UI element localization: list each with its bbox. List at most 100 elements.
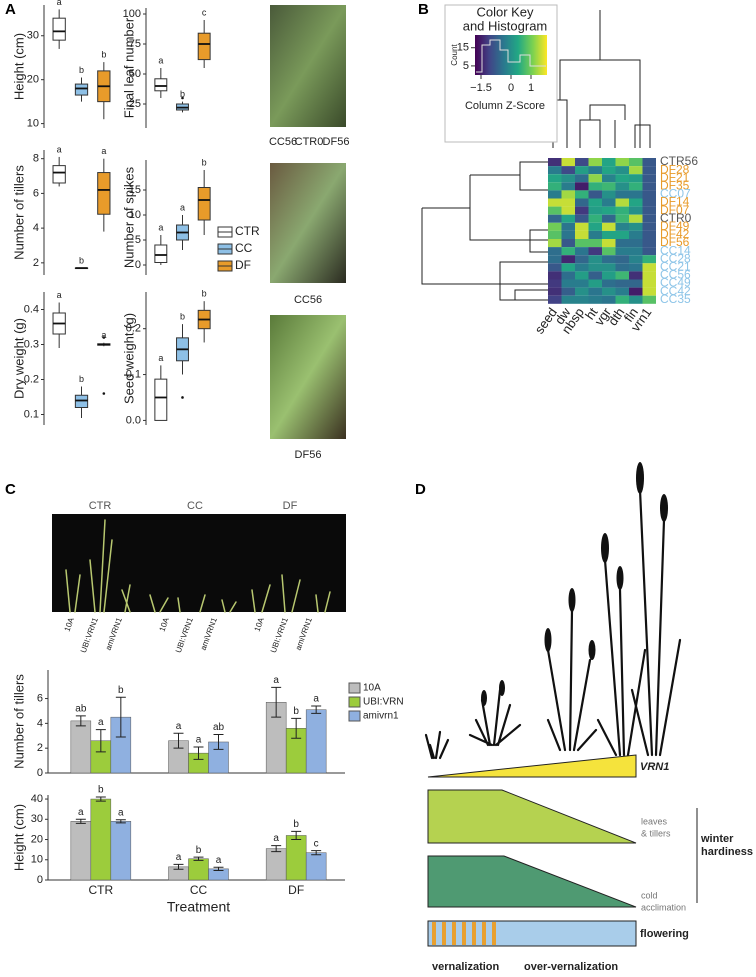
heatmap-cell bbox=[642, 255, 656, 264]
heatmap-cell bbox=[575, 279, 589, 288]
heatmap-cell bbox=[615, 214, 629, 223]
photo-caption: CC56 bbox=[294, 294, 322, 306]
diagram-label: VRN1 bbox=[640, 761, 669, 773]
heatmap-cell bbox=[575, 230, 589, 239]
heatmap-cell bbox=[615, 295, 629, 304]
heatmap-cell bbox=[588, 263, 602, 272]
panel-label: A bbox=[5, 1, 16, 18]
heatmap-cell bbox=[575, 206, 589, 215]
row-label: CC07 bbox=[660, 187, 691, 201]
x-tick-label: CC bbox=[190, 883, 208, 897]
heatmap-cell bbox=[575, 158, 589, 167]
significance-letter: c bbox=[202, 7, 207, 17]
y-tick-label: 2 bbox=[37, 742, 43, 754]
heatmap-cell bbox=[602, 287, 616, 296]
cold-shape bbox=[427, 855, 637, 908]
significance-letter: a bbox=[158, 222, 163, 232]
row-label: DF07 bbox=[660, 203, 690, 217]
heatmap-cell bbox=[588, 295, 602, 304]
outlier bbox=[181, 96, 184, 100]
error-bar bbox=[95, 796, 106, 802]
panel-label: D bbox=[415, 481, 426, 498]
error-bar bbox=[271, 845, 282, 853]
heatmap-cell bbox=[561, 198, 575, 207]
heatmap-cell bbox=[642, 263, 656, 272]
y-tick-label: 15 bbox=[129, 184, 141, 196]
row-label: CTR56 bbox=[660, 154, 698, 168]
heatmap-cell bbox=[561, 166, 575, 175]
heatmap-cell bbox=[615, 279, 629, 288]
photo-caption: DF56 bbox=[295, 449, 322, 461]
heatmap-cell bbox=[561, 295, 575, 304]
heatmap-cell bbox=[602, 230, 616, 239]
heatmap-cell bbox=[615, 271, 629, 280]
heatmap-cell bbox=[588, 247, 602, 256]
heatmap-cell bbox=[561, 247, 575, 256]
error-bar bbox=[271, 686, 282, 718]
heatmap-cell bbox=[629, 247, 643, 256]
significance-letter: a bbox=[176, 852, 182, 863]
heatmap-cell bbox=[642, 222, 656, 231]
bar bbox=[188, 858, 209, 881]
significance-letter: b bbox=[293, 819, 299, 830]
heatmap-cell bbox=[615, 247, 629, 256]
y-tick-label: 0.4 bbox=[24, 303, 39, 315]
heatmap-cell bbox=[642, 182, 656, 191]
significance-letter: a bbox=[57, 290, 62, 300]
flowering-bar bbox=[427, 920, 637, 947]
row-label: DF28 bbox=[660, 162, 690, 176]
error-bar bbox=[193, 856, 204, 861]
heatmap-cell bbox=[629, 239, 643, 248]
heatmap-cell bbox=[602, 255, 616, 264]
heatmap-cell bbox=[575, 263, 589, 272]
key-tick-label: 1 bbox=[528, 82, 534, 94]
y-axis-title: Number of spikes bbox=[121, 166, 136, 268]
heatmap-cell bbox=[548, 255, 562, 264]
y-tick-label: 0.2 bbox=[24, 373, 39, 385]
box bbox=[154, 78, 168, 92]
heatmap-cell bbox=[602, 182, 616, 191]
photo-plants bbox=[65, 519, 331, 613]
leaves-shape bbox=[427, 789, 637, 844]
legend-swatch bbox=[348, 710, 361, 722]
y-tick-label: 4 bbox=[33, 222, 39, 234]
heatmap-cell bbox=[548, 206, 562, 215]
heatmap-cell bbox=[561, 230, 575, 239]
heatmap-cell bbox=[642, 206, 656, 215]
significance-letter: b bbox=[202, 157, 207, 167]
heatmap-cell bbox=[588, 166, 602, 175]
heatmap-cell bbox=[629, 287, 643, 296]
legend-label: UBI:VRN bbox=[363, 697, 404, 708]
heatmap-cell bbox=[588, 198, 602, 207]
heatmap-cell bbox=[548, 295, 562, 304]
error-bar bbox=[291, 830, 302, 841]
heatmap-cell bbox=[588, 287, 602, 296]
y-tick-label: 10 bbox=[31, 854, 43, 866]
heatmap-cell bbox=[629, 206, 643, 215]
significance-letter: a bbox=[216, 855, 222, 866]
bar bbox=[265, 848, 287, 881]
heatmap-cell bbox=[615, 190, 629, 199]
heatmap-cell bbox=[629, 158, 643, 167]
heatmap-cell bbox=[561, 271, 575, 280]
photo-group-label: DF bbox=[283, 500, 298, 512]
heatmap-cell bbox=[548, 271, 562, 280]
heatmap-cell bbox=[629, 214, 643, 223]
heatmap-cell bbox=[575, 214, 589, 223]
significance-letter: a bbox=[158, 55, 163, 65]
error-bar bbox=[291, 717, 302, 739]
vernalization-stripes bbox=[432, 922, 496, 945]
significance-letter: b bbox=[79, 65, 84, 75]
heatmap-cell bbox=[561, 263, 575, 272]
row-label: CC21 bbox=[660, 260, 691, 274]
heatmap-cell bbox=[602, 198, 616, 207]
genotype-label: UBI:VRN1 bbox=[269, 616, 290, 654]
bar bbox=[305, 709, 327, 774]
y-tick-label: 40 bbox=[31, 793, 43, 805]
error-bar bbox=[75, 818, 86, 824]
outlier bbox=[102, 392, 106, 395]
heatmap-cell bbox=[548, 166, 562, 175]
significance-letter: ab bbox=[213, 722, 225, 733]
heatmap-cell bbox=[561, 222, 575, 231]
